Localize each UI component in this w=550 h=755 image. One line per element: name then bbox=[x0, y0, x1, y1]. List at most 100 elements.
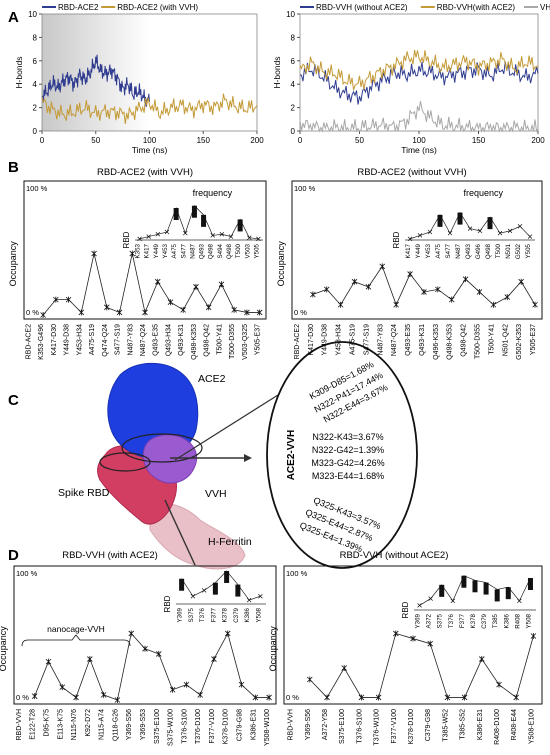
y-axis-label: Occupancy bbox=[8, 241, 18, 287]
category-label: Q493-H34 bbox=[165, 324, 172, 356]
x-tick-label: 100 bbox=[143, 136, 157, 145]
category-label: K353-G496 bbox=[38, 324, 45, 360]
legend-label: RBD-ACE2 bbox=[58, 3, 99, 12]
data-point bbox=[128, 630, 134, 637]
inset-line bbox=[409, 211, 531, 240]
inset-category-label: T385 bbox=[492, 613, 499, 628]
category-label: Q493-K31 bbox=[178, 324, 185, 356]
data-point bbox=[407, 271, 413, 278]
panel-letter-c: C bbox=[8, 392, 19, 409]
inset-category-label: S477 bbox=[445, 243, 452, 258]
category-label: Y449-D38 bbox=[322, 324, 329, 356]
inset-category-label: Y369 bbox=[177, 607, 184, 622]
label-ace2: ACE2 bbox=[198, 373, 226, 385]
binding-ellipse-2 bbox=[99, 452, 151, 472]
nanocage-brace bbox=[21, 634, 131, 647]
inset-point bbox=[407, 236, 413, 242]
inset-point bbox=[228, 234, 234, 239]
inset-category-label: Q498 bbox=[485, 243, 492, 259]
panel-letter-b: B bbox=[8, 159, 19, 176]
x-tick-label: 200 bbox=[250, 136, 264, 145]
category-label: K386-E31 bbox=[477, 709, 484, 740]
data-point bbox=[496, 681, 502, 688]
inset-point bbox=[517, 224, 523, 229]
y-tick-label: 6 bbox=[33, 57, 38, 66]
y-tick-label-top: 100 % bbox=[26, 184, 48, 193]
data-point bbox=[193, 283, 199, 290]
data-point bbox=[211, 656, 217, 663]
data-point bbox=[129, 250, 136, 257]
category-label: Y369-S53 bbox=[140, 709, 147, 740]
category-label: F377-V100 bbox=[209, 709, 216, 744]
inset-category-label: Q498 bbox=[226, 243, 233, 259]
y-tick-label-bottom: 0 % bbox=[286, 693, 299, 702]
category-label: N501-Q42 bbox=[502, 324, 509, 356]
inset-point bbox=[183, 230, 188, 236]
inset-category-label: Y449 bbox=[153, 243, 160, 258]
y-axis-label: Occupancy bbox=[0, 626, 8, 672]
category-label: T500-D355 bbox=[229, 324, 236, 359]
inset-point bbox=[517, 598, 522, 604]
data-point bbox=[358, 694, 365, 701]
inset-box bbox=[235, 584, 241, 597]
data-point bbox=[53, 296, 59, 303]
panel-letter-d: D bbox=[8, 547, 19, 564]
category-label: S375-E100 bbox=[154, 709, 161, 744]
data-point bbox=[244, 309, 250, 316]
y-tick-label: 10 bbox=[286, 10, 295, 19]
y-tick-label: 8 bbox=[291, 33, 296, 42]
inset-point bbox=[467, 226, 473, 231]
category-label: T376-D100 bbox=[195, 709, 202, 744]
chart-B-right: 100 % 0 % Occupancy RBD-ACE2 K417-D30 Y449-D3… bbox=[276, 180, 543, 360]
data-point bbox=[104, 304, 110, 311]
category-label: T500-Y41 bbox=[216, 324, 223, 355]
data-point bbox=[341, 665, 347, 671]
x-tick-label: 50 bbox=[91, 136, 100, 145]
inset-point bbox=[201, 588, 207, 593]
data-point bbox=[87, 656, 93, 663]
category-label: K417-D30 bbox=[308, 324, 315, 356]
category-label: RBD-VVH bbox=[16, 709, 23, 741]
inset-box bbox=[201, 214, 207, 227]
inset-category-label: Q493 bbox=[465, 243, 472, 259]
inset-box bbox=[173, 208, 179, 220]
category-label: Y508-E100 bbox=[528, 709, 535, 744]
data-point bbox=[375, 694, 382, 701]
data-point bbox=[116, 309, 123, 316]
inset-point bbox=[256, 236, 261, 242]
series-line-1 bbox=[299, 49, 539, 91]
category-label: Y449-D38 bbox=[64, 324, 71, 356]
inset-ylabel: RBD bbox=[163, 595, 172, 612]
category-label: RBD-ACE2 bbox=[25, 324, 32, 360]
binding-ellipse-1 bbox=[121, 433, 203, 463]
series-line-0 bbox=[41, 54, 150, 107]
y-tick-label: 0 bbox=[291, 127, 296, 136]
inset-category-label: A475 bbox=[435, 243, 442, 258]
data-point bbox=[323, 286, 330, 293]
interaction-3: N322-K43=3.67% bbox=[312, 432, 383, 442]
inset-line bbox=[181, 570, 261, 601]
inset-title: frequency bbox=[193, 188, 233, 198]
chart-D-right: 100 % 0 % Occupancy RBD-VVH Y369-S56 A372-Y58… bbox=[268, 565, 543, 746]
inset-category-label: S375 bbox=[188, 607, 195, 622]
data-point bbox=[100, 691, 107, 698]
legend-label: RBD-VVH (without ACE2) bbox=[316, 3, 408, 12]
data-point bbox=[238, 681, 245, 688]
inset-ylabel: RBD bbox=[401, 601, 410, 618]
data-point bbox=[231, 306, 237, 313]
y-tick-label: 4 bbox=[33, 80, 38, 89]
inset-box bbox=[437, 214, 443, 227]
category-label: N115-N76 bbox=[71, 709, 78, 740]
inset-box bbox=[237, 219, 243, 232]
plot-area bbox=[299, 13, 539, 132]
category-label: F377-V100 bbox=[391, 709, 398, 744]
inset-category-label: Q493 bbox=[199, 243, 206, 259]
x-axis-label: Time (ns) bbox=[401, 145, 437, 155]
data-point bbox=[91, 250, 97, 257]
inset-category-label: S375 bbox=[437, 613, 444, 628]
data-point bbox=[307, 676, 313, 683]
inset-point bbox=[450, 598, 456, 604]
inset-box bbox=[224, 570, 230, 583]
inset-point bbox=[427, 229, 433, 235]
